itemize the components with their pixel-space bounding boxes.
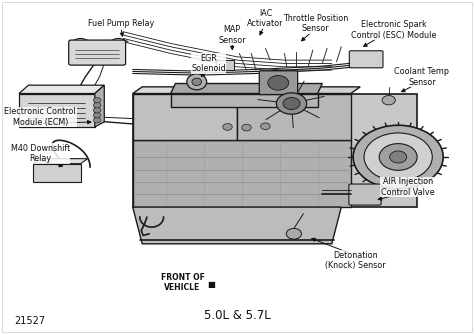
Polygon shape bbox=[133, 94, 237, 140]
Circle shape bbox=[286, 228, 301, 239]
Text: M40 Downshift
Relay: M40 Downshift Relay bbox=[11, 144, 70, 163]
FancyBboxPatch shape bbox=[69, 40, 126, 65]
Circle shape bbox=[382, 96, 395, 105]
Polygon shape bbox=[133, 94, 417, 207]
Text: ■: ■ bbox=[207, 280, 215, 289]
Ellipse shape bbox=[192, 78, 201, 86]
Polygon shape bbox=[133, 207, 341, 244]
Text: 5.0L & 5.7L: 5.0L & 5.7L bbox=[204, 309, 270, 322]
Circle shape bbox=[268, 75, 289, 90]
Polygon shape bbox=[237, 94, 351, 140]
Circle shape bbox=[261, 123, 270, 130]
Circle shape bbox=[93, 118, 101, 123]
FancyBboxPatch shape bbox=[349, 51, 383, 68]
Text: 21527: 21527 bbox=[14, 316, 46, 326]
Text: Detonation
(Knock) Sensor: Detonation (Knock) Sensor bbox=[325, 251, 386, 270]
Polygon shape bbox=[95, 85, 104, 127]
Polygon shape bbox=[133, 140, 351, 207]
Circle shape bbox=[364, 133, 432, 181]
Text: Throttle Position
Sensor: Throttle Position Sensor bbox=[283, 14, 348, 33]
Polygon shape bbox=[19, 94, 95, 127]
Polygon shape bbox=[171, 94, 318, 107]
Text: FRONT OF
VEHICLE: FRONT OF VEHICLE bbox=[161, 273, 204, 292]
Polygon shape bbox=[171, 84, 322, 94]
Circle shape bbox=[353, 125, 443, 189]
Text: EGR
Solenoid: EGR Solenoid bbox=[191, 54, 226, 73]
Polygon shape bbox=[33, 159, 88, 164]
Circle shape bbox=[390, 151, 407, 163]
Ellipse shape bbox=[187, 74, 207, 90]
Circle shape bbox=[276, 93, 307, 114]
Circle shape bbox=[223, 124, 232, 130]
Circle shape bbox=[379, 144, 417, 170]
Circle shape bbox=[93, 103, 101, 108]
Circle shape bbox=[242, 124, 251, 131]
Bar bbox=[33, 164, 81, 182]
Text: Fuel Pump Relay: Fuel Pump Relay bbox=[88, 19, 154, 28]
Bar bbox=[216, 60, 234, 70]
Circle shape bbox=[283, 98, 300, 110]
Circle shape bbox=[93, 113, 101, 118]
Polygon shape bbox=[19, 85, 104, 94]
Text: Electronic Spark
Control (ESC) Module: Electronic Spark Control (ESC) Module bbox=[351, 20, 436, 40]
Polygon shape bbox=[133, 87, 246, 94]
Text: Electronic Control
Module (ECM): Electronic Control Module (ECM) bbox=[4, 107, 76, 127]
Text: MAP
Sensor: MAP Sensor bbox=[219, 25, 246, 45]
Text: AIR Injection
Control Valve: AIR Injection Control Valve bbox=[381, 177, 435, 197]
Text: Coolant Temp
Sensor: Coolant Temp Sensor bbox=[394, 67, 449, 87]
Polygon shape bbox=[237, 87, 360, 94]
Circle shape bbox=[93, 98, 101, 103]
Text: IAC
Activator: IAC Activator bbox=[247, 9, 284, 28]
Circle shape bbox=[93, 108, 101, 113]
FancyBboxPatch shape bbox=[349, 184, 381, 205]
FancyBboxPatch shape bbox=[259, 71, 298, 95]
